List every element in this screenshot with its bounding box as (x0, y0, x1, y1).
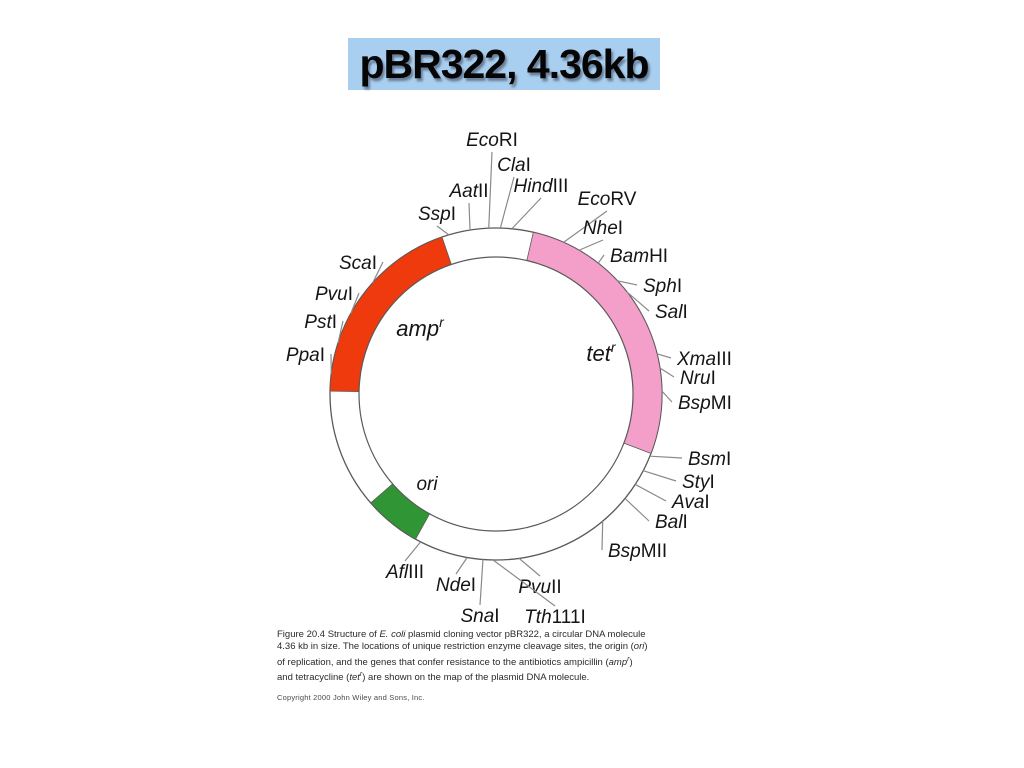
site-tick-avai (634, 483, 667, 502)
site-label-bamhi: BamHI (610, 246, 668, 267)
site-tick-bspmii (601, 521, 604, 551)
figure-caption: Figure 20.4 Structure of E. coli plasmid… (277, 629, 681, 704)
site-label-ndei: NdeI (436, 575, 476, 596)
site-tick-scai (372, 261, 384, 284)
site-label-sphi: SphI (643, 276, 682, 297)
site-label-sali: SalI (655, 302, 688, 323)
caption-line: Figure 20.4 Structure of E. coli plasmid… (277, 629, 646, 640)
site-label-clai: ClaI (497, 155, 531, 176)
site-label-afliii: AflIII (385, 562, 424, 583)
gene-label-amp-r: ampr (396, 314, 445, 341)
site-tick-xmaiii (656, 353, 672, 359)
site-tick-afliii (404, 541, 422, 562)
site-tick-styi (643, 470, 677, 482)
site-label-avai: AvaI (671, 492, 710, 513)
site-tick-hindiii (511, 197, 542, 230)
figure-caption-lines: Figure 20.4 Structure of E. coli plasmid… (277, 629, 681, 685)
site-label-bali: BalI (655, 512, 688, 533)
caption-line: and tetracycline (tetr) are shown on the… (277, 671, 590, 684)
site-tick-bali (624, 498, 650, 522)
site-tick-aatii (468, 202, 471, 231)
site-label-nrui: NruI (680, 368, 716, 389)
site-label-sspi: SspI (418, 204, 456, 225)
caption-line: of replication, and the genes that confe… (277, 655, 633, 668)
site-tick-sali (626, 291, 650, 312)
site-label-bspmi: BspMI (678, 393, 732, 414)
site-label-ecorv: EcoRV (578, 189, 637, 210)
site-label-scai: ScaI (339, 253, 377, 274)
site-tick-ecorv (563, 210, 608, 243)
site-tick-pvui (350, 292, 360, 314)
site-tick-pvuii (518, 557, 541, 577)
gene-label-tet-r: tetr (586, 339, 616, 366)
site-label-bsmi: BsmI (688, 449, 731, 470)
site-label-nhei: NheI (583, 218, 623, 239)
slide-title: pBR322, 4.36kb (348, 38, 660, 90)
site-label-pvuii: PvuII (518, 577, 561, 598)
site-tick-snai (479, 559, 484, 606)
site-label-bspmii: BspMII (608, 541, 667, 562)
site-label-xmaiii: XmaIII (676, 349, 732, 370)
site-label-snai: SnaI (460, 606, 499, 627)
site-tick-clai (499, 176, 515, 229)
site-tick-bspmi (661, 390, 673, 403)
site-label-ppai: PpaI (286, 345, 325, 366)
site-label-ecori: EcoRI (466, 130, 518, 151)
site-label-aatii: AatII (448, 181, 488, 202)
site-tick-ecori (488, 151, 493, 229)
site-tick-ndei (455, 557, 468, 575)
site-label-pvui: PvuI (315, 284, 353, 305)
site-label-hindiii: HindIII (514, 176, 569, 197)
site-tick-bamhi (597, 254, 605, 264)
plasmid-inner-circle (358, 256, 634, 532)
site-tick-psti (337, 320, 344, 343)
site-label-psti: PstI (304, 312, 337, 333)
site-tick-nhei (578, 239, 604, 251)
copyright-line: Copyright 2000 John Wiley and Sons, Inc. (277, 692, 425, 702)
site-label-tth111i: Tth111I (524, 607, 586, 628)
site-tick-nrui (659, 367, 675, 378)
site-tick-tth111i (492, 559, 556, 607)
site-tick-bsmi (649, 455, 683, 459)
site-tick-sphi (617, 280, 638, 286)
site-tick-sspi (436, 225, 450, 236)
gene-label-ori: ori (416, 474, 438, 495)
site-label-styi: StyI (682, 472, 715, 493)
caption-line: 4.36 kb in size. The locations of unique… (277, 641, 648, 653)
